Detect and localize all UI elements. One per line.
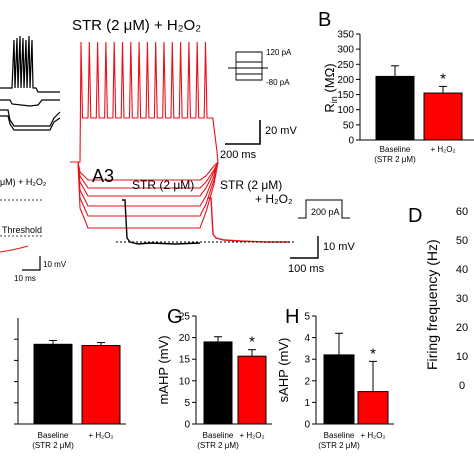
d-tick-label: 0 bbox=[459, 380, 465, 392]
a3-step-inset bbox=[298, 199, 350, 219]
category-label: Baseline (STR 2 μM) bbox=[32, 431, 74, 450]
left-time-scale: 10 ms bbox=[14, 274, 36, 283]
category-label: + H₂O₂ bbox=[239, 431, 264, 440]
y-axis-label: mAHP (mV) bbox=[156, 335, 171, 404]
a2-title: STR (2 μM) + H₂O₂ bbox=[72, 17, 201, 34]
d-tick-label: 10 bbox=[456, 351, 468, 363]
y-tick-label: 3 bbox=[304, 355, 310, 366]
d-tick-label: 40 bbox=[456, 264, 468, 276]
a2-voltage-scale: 20 mV bbox=[265, 125, 297, 137]
y-tick-label: 5 bbox=[304, 312, 310, 323]
a1-traces bbox=[0, 35, 61, 131]
y-tick-label: 250 bbox=[337, 60, 354, 71]
left-red-trace bbox=[0, 245, 29, 253]
significance-marker: * bbox=[440, 70, 446, 87]
chart-f: Baseline (STR 2 μM) + H₂O₂ bbox=[14, 318, 126, 450]
panel-b-letter: B bbox=[318, 9, 331, 31]
a2-time-scale: 200 ms bbox=[220, 149, 257, 161]
y-tick-label: 10 bbox=[179, 376, 191, 387]
y-axis-label: Rin (MΩ) bbox=[322, 63, 339, 112]
a3-trace1-label: STR (2 μM) bbox=[132, 178, 194, 192]
y-tick-label: 15 bbox=[179, 355, 191, 366]
d-tick-label: 60 bbox=[456, 206, 468, 218]
chart-h: 0 1 2 3 4 5 sAHP (mV) Baseline (STR 2 μM) * + H₂O₂ bbox=[276, 312, 394, 450]
a2-traces bbox=[70, 41, 219, 229]
a3-trace2-label-1: STR (2 μM) bbox=[220, 178, 282, 192]
significance-marker: * bbox=[249, 334, 255, 351]
y-tick-label: 350 bbox=[337, 30, 354, 41]
y-tick-label: 4 bbox=[304, 333, 310, 344]
category-label: + H₂O₂ bbox=[360, 431, 385, 440]
y-tick-label: 5 bbox=[184, 398, 190, 409]
y-tick-label: 300 bbox=[337, 45, 354, 56]
y-tick-label: 0 bbox=[348, 136, 354, 147]
d-axis-ticks: 60 50 40 30 20 10 0 bbox=[456, 206, 468, 392]
y-tick-label: 50 bbox=[343, 120, 355, 131]
d-tick-label: 50 bbox=[456, 235, 468, 247]
y-tick-label: 200 bbox=[337, 75, 354, 86]
y-tick-label: 100 bbox=[337, 105, 354, 116]
bar bbox=[375, 75, 415, 141]
a3-step-label: 200 pA bbox=[311, 207, 340, 217]
category-label: + H₂O₂ bbox=[430, 145, 455, 154]
left-voltage-scale: 10 mV bbox=[43, 260, 67, 269]
y-tick-label: 2 bbox=[304, 376, 310, 387]
a3-scale-bar bbox=[290, 236, 319, 259]
threshold-label: Threshold bbox=[2, 225, 42, 235]
significance-marker: * bbox=[370, 345, 376, 362]
panel-d-letter: D bbox=[408, 205, 422, 227]
a3-trace2-label-2: + H₂O₂ bbox=[255, 192, 293, 206]
a2-scale-bar bbox=[225, 120, 261, 145]
a3-voltage-scale: 10 mV bbox=[323, 241, 355, 253]
bar bbox=[357, 391, 389, 425]
bar bbox=[33, 343, 73, 425]
bar bbox=[323, 354, 355, 425]
category-label: Baseline (STR 2 μM) bbox=[318, 431, 360, 450]
y-tick-label: 0 bbox=[184, 420, 190, 431]
protocol-bottom-label: -80 pA bbox=[266, 78, 290, 87]
y-tick-label: 0 bbox=[304, 420, 310, 431]
bar bbox=[203, 341, 233, 425]
a3-time-scale: 100 ms bbox=[288, 263, 325, 275]
a3-black-trace bbox=[122, 199, 201, 245]
d-axis-label: Firing frequency (Hz) bbox=[424, 239, 440, 370]
y-tick-label: 150 bbox=[337, 90, 354, 101]
chart-g: 0 5 10 15 20 25 mAHP (mV) Baseline (STR 2 μM) * + … bbox=[156, 312, 272, 450]
y-tick-label: 25 bbox=[179, 312, 191, 323]
d-tick-label: 20 bbox=[456, 322, 468, 334]
category-label: + H₂O₂ bbox=[88, 431, 113, 440]
d-tick-label: 30 bbox=[456, 293, 468, 305]
a2-spike-train bbox=[70, 41, 219, 163]
protocol-top-label: 120 pA bbox=[266, 48, 292, 57]
category-label: Baseline (STR 2 μM) bbox=[197, 431, 239, 450]
panel-a3-label: A3 bbox=[92, 166, 114, 186]
bar bbox=[423, 92, 463, 141]
category-label: Baseline (STR 2 μM) bbox=[374, 145, 416, 164]
panel-h-letter: H bbox=[285, 306, 299, 328]
left-scale-bar bbox=[22, 256, 41, 271]
bar bbox=[81, 345, 121, 425]
chart-b: 0 50 100 150 200 250 300 350 Rin (MΩ) Baseline (ST… bbox=[322, 30, 474, 164]
y-tick-label: 1 bbox=[304, 398, 310, 409]
bar bbox=[237, 355, 267, 425]
y-axis-label: sAHP (mV) bbox=[276, 338, 291, 403]
protocol-inset bbox=[228, 51, 268, 81]
panel-g-letter: G bbox=[167, 306, 183, 328]
y-tick-label: 20 bbox=[179, 333, 191, 344]
left-cut-label: μM) + H₂O₂ bbox=[0, 177, 47, 187]
